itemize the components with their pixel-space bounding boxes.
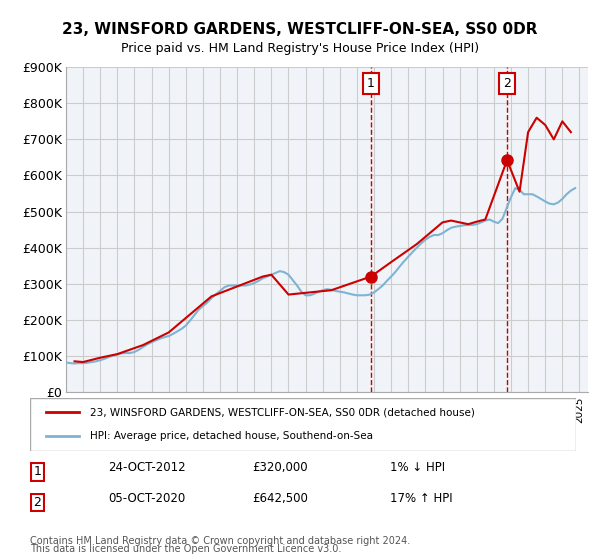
Text: HPI: Average price, detached house, Southend-on-Sea: HPI: Average price, detached house, Sout… [90,431,373,441]
Text: £642,500: £642,500 [252,492,308,505]
Text: This data is licensed under the Open Government Licence v3.0.: This data is licensed under the Open Gov… [30,544,341,554]
Text: 23, WINSFORD GARDENS, WESTCLIFF-ON-SEA, SS0 0DR (detached house): 23, WINSFORD GARDENS, WESTCLIFF-ON-SEA, … [90,408,475,418]
Text: 2: 2 [34,496,41,509]
Text: 1: 1 [34,465,41,478]
Text: 17% ↑ HPI: 17% ↑ HPI [390,492,452,505]
Text: 2: 2 [503,77,511,90]
FancyBboxPatch shape [31,494,44,511]
Text: Contains HM Land Registry data © Crown copyright and database right 2024.: Contains HM Land Registry data © Crown c… [30,536,410,546]
Text: Price paid vs. HM Land Registry's House Price Index (HPI): Price paid vs. HM Land Registry's House … [121,42,479,55]
Text: 05-OCT-2020: 05-OCT-2020 [108,492,185,505]
FancyBboxPatch shape [31,463,44,480]
Text: 23, WINSFORD GARDENS, WESTCLIFF-ON-SEA, SS0 0DR: 23, WINSFORD GARDENS, WESTCLIFF-ON-SEA, … [62,22,538,38]
Text: £320,000: £320,000 [252,461,308,474]
Text: 1% ↓ HPI: 1% ↓ HPI [390,461,445,474]
FancyBboxPatch shape [30,398,576,451]
Text: 24-OCT-2012: 24-OCT-2012 [108,461,185,474]
Text: 1: 1 [367,77,375,90]
